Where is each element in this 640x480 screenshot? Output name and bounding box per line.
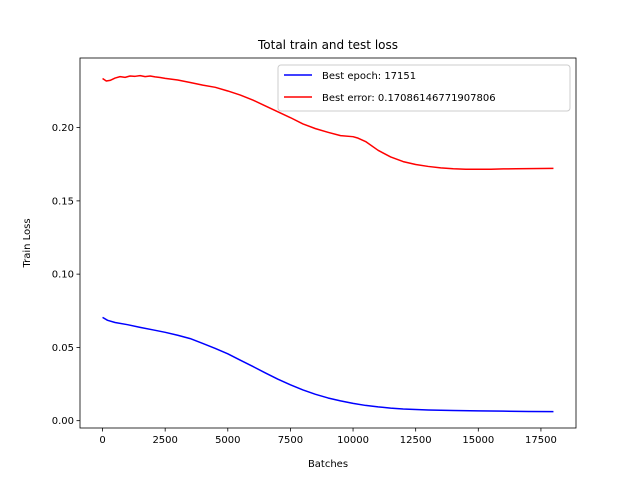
plot-lines: [102, 74, 554, 413]
x-tick-label: 0: [99, 435, 105, 446]
y-tick-label: 0.10: [52, 270, 74, 281]
x-tick-label: 17500: [525, 435, 557, 446]
plot-frame: [79, 57, 577, 429]
x-tick-label: 5000: [215, 435, 240, 446]
legend: Best epoch: 17151 Best error: 0.17086146…: [277, 64, 571, 112]
x-tick-label: 7500: [278, 435, 303, 446]
y-axis-title: Train Loss: [22, 218, 33, 268]
y-tick-label: 0.05: [52, 343, 74, 354]
legend-box: [277, 64, 571, 112]
legend-label-best-error: Best error: 0.17086146771907806: [322, 93, 496, 104]
y-tick-label: 0.00: [52, 416, 74, 427]
y-tick-label: 0.20: [52, 123, 74, 134]
y-axis: 0.00 0.05 0.10 0.15 0.20: [52, 123, 80, 427]
x-axis: 0 2500 5000 7500 10000 12500 15000 17500: [99, 428, 557, 446]
x-tick-label: 12500: [400, 435, 432, 446]
x-tick-label: 15000: [462, 435, 494, 446]
legend-label-best-epoch: Best epoch: 17151: [322, 71, 416, 82]
chart-title: Total train and test loss: [257, 38, 398, 52]
y-tick-label: 0.15: [52, 196, 74, 207]
series-line-0: [102, 316, 554, 413]
x-axis-title: Batches: [308, 459, 348, 470]
x-tick-label: 10000: [337, 435, 369, 446]
series-line-1: [102, 74, 554, 170]
x-tick-label: 2500: [152, 435, 177, 446]
